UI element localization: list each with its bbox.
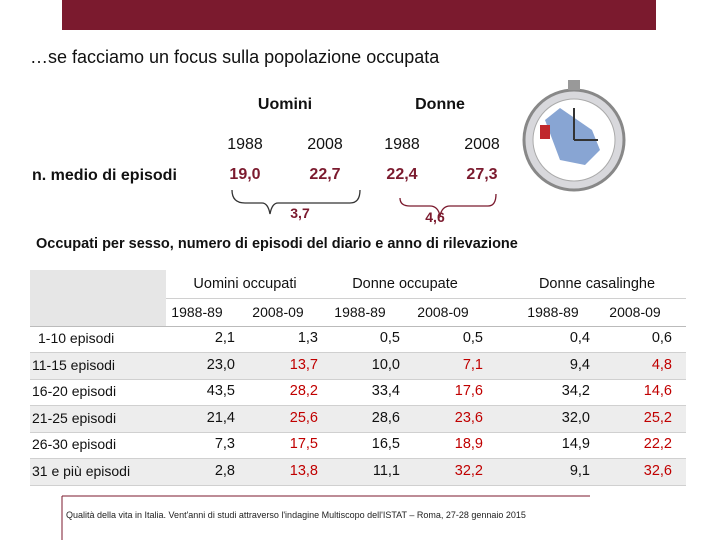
summary-value: 19,0 xyxy=(229,166,261,183)
stopwatch xyxy=(522,80,626,192)
cell-value: 25,2 xyxy=(643,409,672,426)
year-header: 1988 xyxy=(384,136,420,153)
cell-value: 7,1 xyxy=(462,356,483,373)
summary-value: 22,7 xyxy=(309,166,341,183)
cell-value: 32,6 xyxy=(643,462,672,479)
slide-title: …se facciamo un focus sulla popolazione … xyxy=(30,47,440,67)
row-background xyxy=(30,352,686,379)
cell-value: 16,5 xyxy=(371,436,400,452)
year-header: 2008 xyxy=(307,136,343,153)
difference: 4,6 xyxy=(425,209,445,225)
top-bar xyxy=(62,0,656,30)
cell-value: 11,1 xyxy=(372,462,400,479)
group-header: Donne casalinghe xyxy=(538,276,656,292)
row-label: n. medio di episodi xyxy=(32,167,177,184)
cell-value: 22,2 xyxy=(643,436,672,452)
group-header: Donne occupate xyxy=(352,276,458,292)
column-header: 2008-09 xyxy=(252,304,304,320)
cell-value: 23,6 xyxy=(454,409,483,426)
row-label: 21-25 episodi xyxy=(32,409,117,426)
header-divider xyxy=(30,326,686,327)
cell-value: 32,2 xyxy=(454,462,483,479)
column-header: 1988-89 xyxy=(527,304,579,320)
cell-value: 4,8 xyxy=(651,356,672,373)
column-header: 2008-09 xyxy=(417,304,469,320)
row-label: 31 e più episodi xyxy=(32,462,131,479)
cell-value: 25,6 xyxy=(289,409,318,426)
group-header: Uomini xyxy=(257,96,313,113)
row-label: 11-15 episodi xyxy=(32,356,116,373)
table-caption: Occupati per sesso, numero di episodi de… xyxy=(36,236,518,252)
difference: 3,7 xyxy=(290,205,310,221)
cell-value: 28,6 xyxy=(371,409,400,426)
footer: Qualità della vita in Italia. Vent'anni … xyxy=(66,510,526,520)
group-header: Donne xyxy=(415,96,465,113)
header-cell-bg xyxy=(30,270,166,326)
cell-value: 10,0 xyxy=(371,356,400,373)
year-header: 1988 xyxy=(227,136,263,153)
cell-value: 33,4 xyxy=(371,383,400,399)
row-background xyxy=(30,405,686,432)
cell-value: 7,3 xyxy=(214,436,235,452)
row-label: 16-20 episodi xyxy=(32,383,117,399)
cell-value: 13,7 xyxy=(289,356,318,373)
row-background xyxy=(30,458,686,485)
row-label: 1-10 episodi xyxy=(38,330,115,346)
row-divider xyxy=(30,431,686,433)
group-header: Uomini occupati xyxy=(193,276,297,292)
column-header: 1988-89 xyxy=(171,304,223,320)
year-header: 2008 xyxy=(464,136,500,153)
cell-value: 32,0 xyxy=(561,409,590,426)
cell-value: 1,3 xyxy=(297,330,318,346)
cell-value: 2,1 xyxy=(214,330,235,346)
column-header: 2008-09 xyxy=(609,304,661,320)
cell-value: 9,4 xyxy=(569,356,590,373)
row-label: 26-30 episodi xyxy=(32,436,117,452)
cell-value: 14,6 xyxy=(643,383,672,399)
cell-value: 18,9 xyxy=(454,436,483,452)
row-divider xyxy=(30,378,686,380)
cell-value: 28,2 xyxy=(289,383,318,399)
cell-value: 0,5 xyxy=(379,330,400,346)
cell-value: 0,4 xyxy=(569,330,590,346)
cell-value: 13,8 xyxy=(289,462,318,479)
cell-value: 2,8 xyxy=(214,462,235,479)
cell-value: 0,6 xyxy=(651,330,672,346)
cell-value: 9,1 xyxy=(569,462,590,479)
header-divider xyxy=(166,298,686,299)
cell-value: 17,6 xyxy=(454,383,483,399)
cell-value: 34,2 xyxy=(561,383,590,399)
cell-value: 21,4 xyxy=(206,409,235,426)
cell-value: 0,5 xyxy=(462,330,483,346)
cell-value: 17,5 xyxy=(289,436,318,452)
cell-value: 23,0 xyxy=(206,356,235,373)
summary-value: 27,3 xyxy=(466,166,498,183)
cell-value: 14,9 xyxy=(561,436,590,452)
row-divider xyxy=(30,484,686,486)
summary-value: 22,4 xyxy=(386,166,418,183)
cell-value: 43,5 xyxy=(206,383,235,399)
column-header: 1988-89 xyxy=(334,304,386,320)
